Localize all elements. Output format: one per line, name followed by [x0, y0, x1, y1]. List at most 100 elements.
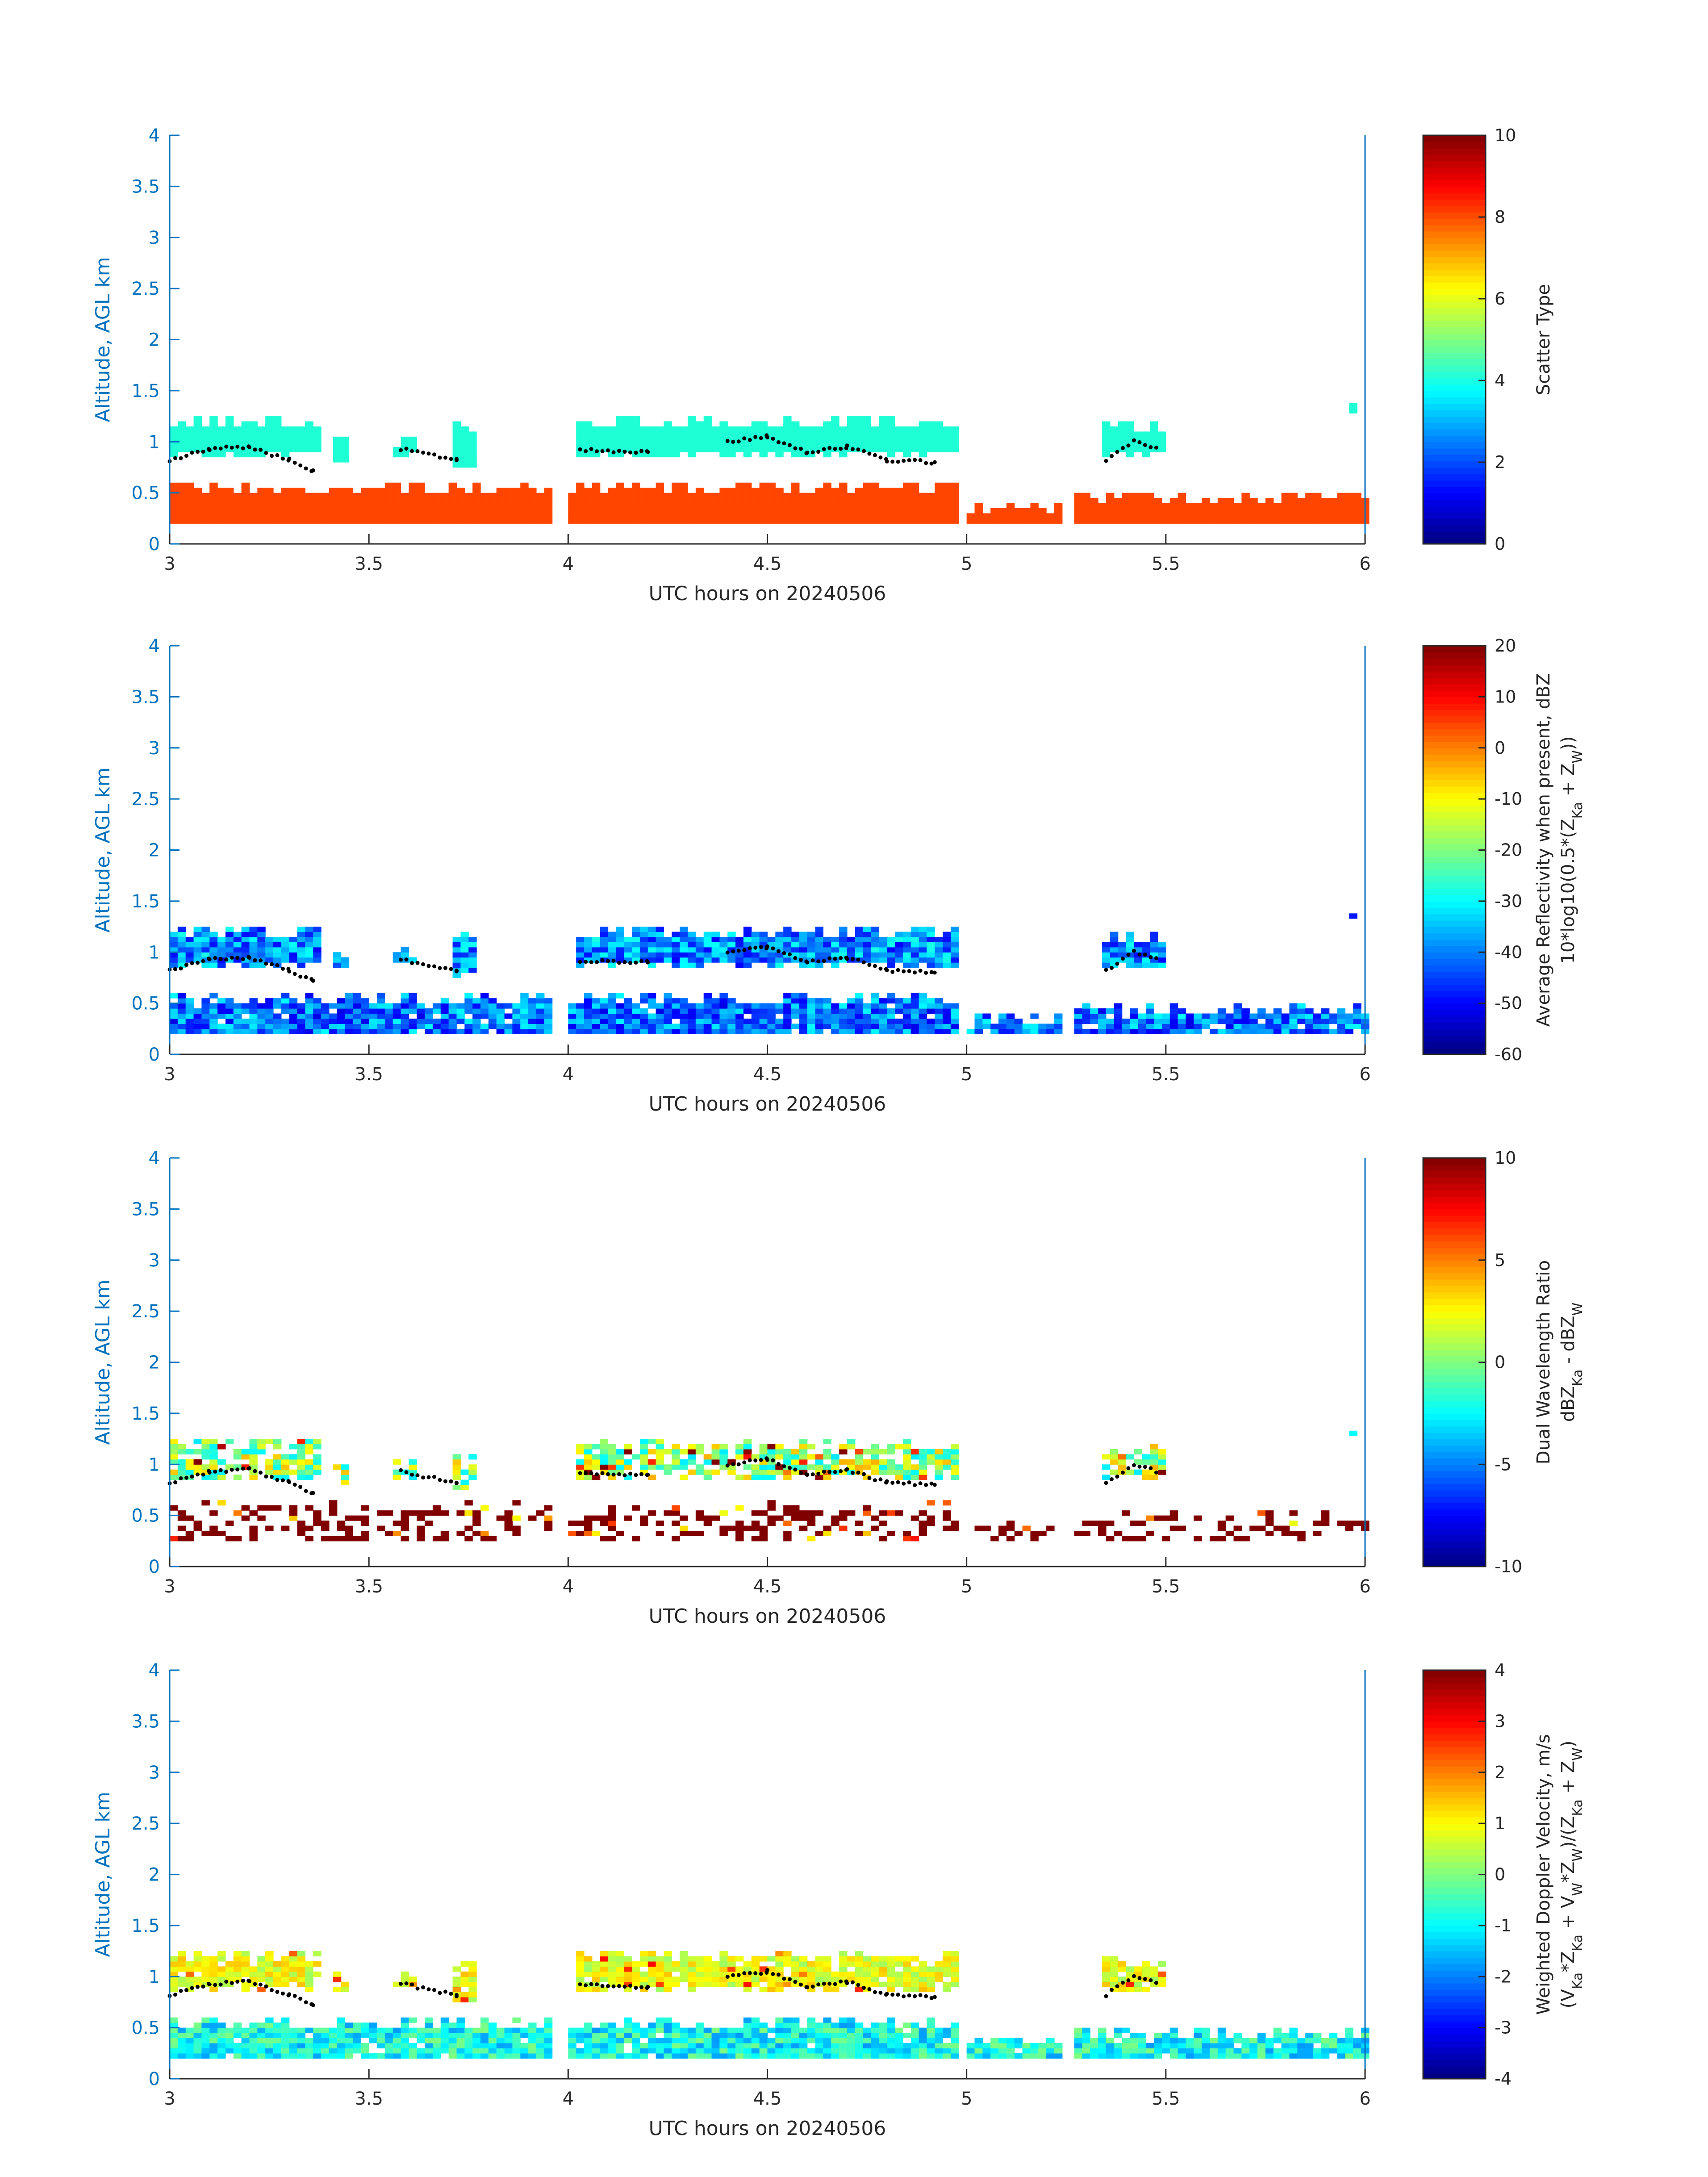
- heatmap-cell: [468, 447, 477, 452]
- heatmap-cell: [783, 2038, 792, 2043]
- melting-layer-point: [184, 454, 188, 458]
- heatmap-cell: [950, 1008, 959, 1014]
- heatmap-cell: [1209, 1028, 1218, 1034]
- heatmap-cell: [943, 957, 951, 963]
- heatmap-cell: [624, 2053, 632, 2059]
- heatmap-cell: [608, 1008, 617, 1014]
- colorbar-segment: [1423, 276, 1486, 283]
- melting-layer-point: [584, 1471, 588, 1475]
- heatmap-cell: [460, 932, 469, 937]
- y-tick-label: 4: [149, 1148, 160, 1169]
- heatmap-cell: [185, 1464, 194, 1470]
- melting-layer-point: [280, 456, 285, 461]
- heatmap-cell: [170, 1008, 178, 1014]
- heatmap-cell: [369, 2033, 377, 2039]
- heatmap-cell: [1154, 498, 1162, 504]
- heatmap-cell: [1006, 2048, 1015, 2054]
- colorbar-segment: [1423, 1254, 1486, 1261]
- heatmap-cell: [1202, 2043, 1210, 2048]
- heatmap-cell: [871, 932, 879, 937]
- melting-layer-point: [184, 963, 188, 967]
- heatmap-cell: [935, 2043, 943, 2048]
- heatmap-cell: [313, 952, 322, 958]
- heatmap-cell: [1217, 1008, 1226, 1014]
- heatmap-cell: [855, 1459, 864, 1465]
- heatmap-cell: [1130, 2048, 1138, 2054]
- heatmap-cell: [536, 508, 545, 514]
- heatmap-cell: [576, 421, 585, 427]
- heatmap-cell: [1241, 1018, 1250, 1024]
- heatmap-cell: [600, 936, 609, 942]
- colorbar-tick-label: 10: [1495, 125, 1516, 145]
- heatmap-cell: [616, 2048, 624, 2054]
- melting-layer-point: [932, 970, 937, 975]
- heatmap-cell: [910, 942, 919, 948]
- heatmap-cell: [305, 1475, 313, 1480]
- heatmap-cell: [1126, 431, 1135, 437]
- colorbar-tick-label: -5: [1495, 1454, 1512, 1474]
- heatmap-cell: [369, 508, 377, 514]
- heatmap-cell: [751, 513, 760, 519]
- heatmap-cell: [735, 1525, 744, 1531]
- heatmap-cell: [632, 416, 640, 422]
- heatmap-cell: [743, 1008, 752, 1014]
- heatmap-cell: [329, 2027, 338, 2033]
- x-tick-label: 5: [961, 1064, 972, 1085]
- heatmap-cell: [759, 482, 768, 488]
- heatmap-cell: [1006, 508, 1015, 514]
- heatmap-cell: [855, 1024, 864, 1029]
- heatmap-cell: [775, 1028, 784, 1034]
- heatmap-cell: [1289, 1024, 1298, 1029]
- melting-layer-point: [241, 957, 245, 961]
- heatmap-cell: [289, 998, 298, 1004]
- heatmap-cell: [647, 2038, 656, 2043]
- heatmap-cell: [639, 436, 648, 442]
- heatmap-cell: [504, 493, 513, 498]
- heatmap-cell: [910, 503, 919, 509]
- heatmap-cell: [895, 2038, 903, 2043]
- heatmap-cell: [448, 1003, 457, 1009]
- heatmap-cell: [193, 2033, 202, 2039]
- melting-layer-point: [611, 450, 616, 455]
- heatmap-cell: [1150, 421, 1158, 427]
- heatmap-cell: [345, 488, 354, 493]
- heatmap-cell: [887, 947, 895, 953]
- heatmap-cell: [1273, 1018, 1282, 1024]
- heatmap-cell: [1150, 1444, 1158, 1450]
- heatmap-cell: [1038, 2048, 1047, 2054]
- heatmap-cell: [823, 421, 831, 427]
- heatmap-cell: [1106, 498, 1115, 504]
- heatmap-cell: [919, 1521, 927, 1526]
- heatmap-cell: [1006, 1521, 1015, 1526]
- heatmap-cell: [201, 508, 210, 514]
- heatmap-cell: [1006, 518, 1015, 524]
- heatmap-cell: [265, 1024, 274, 1029]
- heatmap-cell: [193, 2022, 202, 2028]
- heatmap-cell: [680, 482, 688, 488]
- heatmap-cell: [1202, 2048, 1210, 2054]
- heatmap-cell: [345, 1525, 354, 1531]
- heatmap-cell: [695, 436, 704, 442]
- heatmap-cell: [807, 1018, 816, 1024]
- heatmap-cell: [1138, 493, 1146, 498]
- heatmap-cell: [1305, 1008, 1314, 1014]
- heatmap-cell: [855, 993, 864, 999]
- heatmap-cell: [727, 431, 736, 437]
- heatmap-cell: [233, 431, 242, 437]
- y-tick-label: 0.5: [131, 483, 160, 504]
- heatmap-cell: [910, 993, 919, 999]
- heatmap-cell: [847, 1459, 856, 1465]
- heatmap-cell: [536, 493, 545, 498]
- heatmap-cell: [217, 2043, 226, 2048]
- heatmap-cell: [1110, 936, 1119, 942]
- heatmap-cell: [1046, 1028, 1055, 1034]
- heatmap-cell: [807, 2017, 816, 2023]
- heatmap-cell: [943, 2027, 951, 2033]
- heatmap-cell: [384, 488, 393, 493]
- heatmap-cell: [935, 998, 943, 1004]
- heatmap-cell: [297, 957, 305, 963]
- heatmap-cell: [1054, 1028, 1063, 1034]
- heatmap-cell: [1157, 962, 1166, 968]
- colorbar-segment: [1423, 1445, 1486, 1452]
